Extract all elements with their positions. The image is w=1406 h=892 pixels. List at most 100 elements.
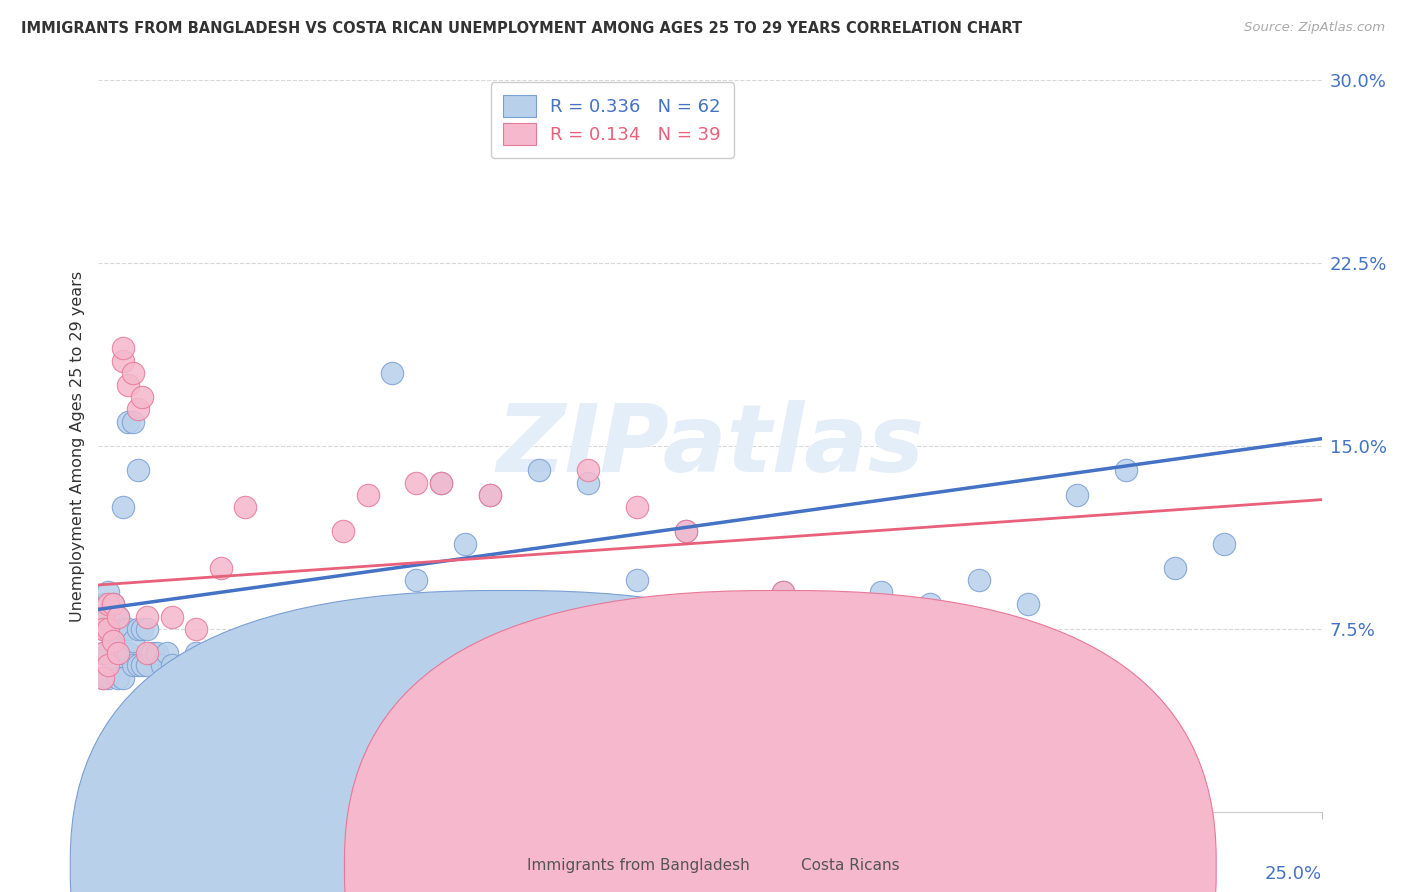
- Point: [160, 609, 183, 624]
- Point: [136, 646, 159, 660]
- Point: [117, 646, 139, 660]
- Point: [111, 646, 134, 660]
- Point: [107, 609, 129, 624]
- Point: [91, 646, 114, 660]
- Point: [107, 671, 129, 685]
- Point: [870, 585, 893, 599]
- Point: [97, 585, 120, 599]
- Point: [430, 475, 453, 490]
- Point: [283, 646, 305, 660]
- Point: [576, 475, 599, 490]
- Point: [920, 598, 942, 612]
- Point: [91, 671, 114, 685]
- Point: [141, 646, 163, 660]
- Point: [121, 415, 143, 429]
- Point: [527, 463, 550, 477]
- Point: [430, 475, 453, 490]
- Point: [870, 682, 893, 697]
- Text: Immigrants from Bangladesh: Immigrants from Bangladesh: [527, 858, 749, 872]
- Point: [186, 622, 208, 636]
- Point: [97, 622, 120, 636]
- Point: [1164, 561, 1187, 575]
- Point: [117, 378, 139, 392]
- Point: [131, 622, 153, 636]
- Point: [156, 646, 179, 660]
- Point: [136, 658, 159, 673]
- Point: [1017, 646, 1039, 660]
- Point: [91, 671, 114, 685]
- Point: [91, 598, 114, 612]
- Text: Costa Ricans: Costa Ricans: [801, 858, 900, 872]
- Point: [111, 342, 134, 356]
- Point: [111, 353, 134, 368]
- Point: [478, 488, 501, 502]
- Point: [111, 671, 134, 685]
- Point: [127, 622, 149, 636]
- Text: ZIPatlas: ZIPatlas: [496, 400, 924, 492]
- Point: [821, 598, 844, 612]
- Point: [97, 671, 120, 685]
- Point: [209, 646, 232, 660]
- Point: [136, 609, 159, 624]
- Point: [454, 536, 477, 550]
- Point: [283, 646, 305, 660]
- Point: [121, 634, 143, 648]
- Point: [675, 524, 697, 539]
- Point: [967, 646, 990, 660]
- Text: Source: ZipAtlas.com: Source: ZipAtlas.com: [1244, 21, 1385, 34]
- Point: [405, 573, 427, 587]
- Point: [127, 463, 149, 477]
- Legend: R = 0.336   N = 62, R = 0.134   N = 39: R = 0.336 N = 62, R = 0.134 N = 39: [491, 82, 734, 158]
- Point: [1212, 536, 1234, 550]
- Point: [91, 622, 114, 636]
- Point: [127, 402, 149, 417]
- Point: [107, 646, 129, 660]
- Point: [626, 500, 648, 514]
- Point: [101, 634, 124, 648]
- Point: [150, 658, 173, 673]
- Point: [101, 598, 124, 612]
- Point: [117, 415, 139, 429]
- Point: [186, 646, 208, 660]
- Point: [91, 609, 114, 624]
- Point: [107, 609, 129, 624]
- Point: [160, 658, 183, 673]
- Y-axis label: Unemployment Among Ages 25 to 29 years: Unemployment Among Ages 25 to 29 years: [69, 270, 84, 622]
- Point: [91, 622, 114, 636]
- Point: [576, 463, 599, 477]
- Point: [381, 366, 404, 380]
- Point: [117, 622, 139, 636]
- Point: [97, 646, 120, 660]
- Point: [772, 585, 794, 599]
- Point: [233, 646, 256, 660]
- Point: [111, 500, 134, 514]
- Point: [131, 658, 153, 673]
- Point: [209, 561, 232, 575]
- Point: [821, 707, 844, 722]
- Point: [121, 658, 143, 673]
- Point: [967, 573, 990, 587]
- Point: [332, 524, 354, 539]
- Point: [772, 585, 794, 599]
- Point: [233, 500, 256, 514]
- Point: [381, 646, 404, 660]
- Point: [101, 598, 124, 612]
- Text: 0.0%: 0.0%: [98, 865, 143, 883]
- Point: [478, 488, 501, 502]
- Point: [97, 658, 120, 673]
- Text: IMMIGRANTS FROM BANGLADESH VS COSTA RICAN UNEMPLOYMENT AMONG AGES 25 TO 29 YEARS: IMMIGRANTS FROM BANGLADESH VS COSTA RICA…: [21, 21, 1022, 36]
- Point: [259, 658, 281, 673]
- Point: [1017, 598, 1039, 612]
- Point: [723, 598, 745, 612]
- Point: [121, 366, 143, 380]
- Point: [131, 390, 153, 404]
- Point: [356, 488, 378, 502]
- Point: [920, 731, 942, 746]
- Point: [1115, 463, 1137, 477]
- Point: [111, 622, 134, 636]
- Point: [1066, 488, 1088, 502]
- Point: [675, 524, 697, 539]
- Point: [626, 573, 648, 587]
- Point: [101, 658, 124, 673]
- Point: [146, 646, 169, 660]
